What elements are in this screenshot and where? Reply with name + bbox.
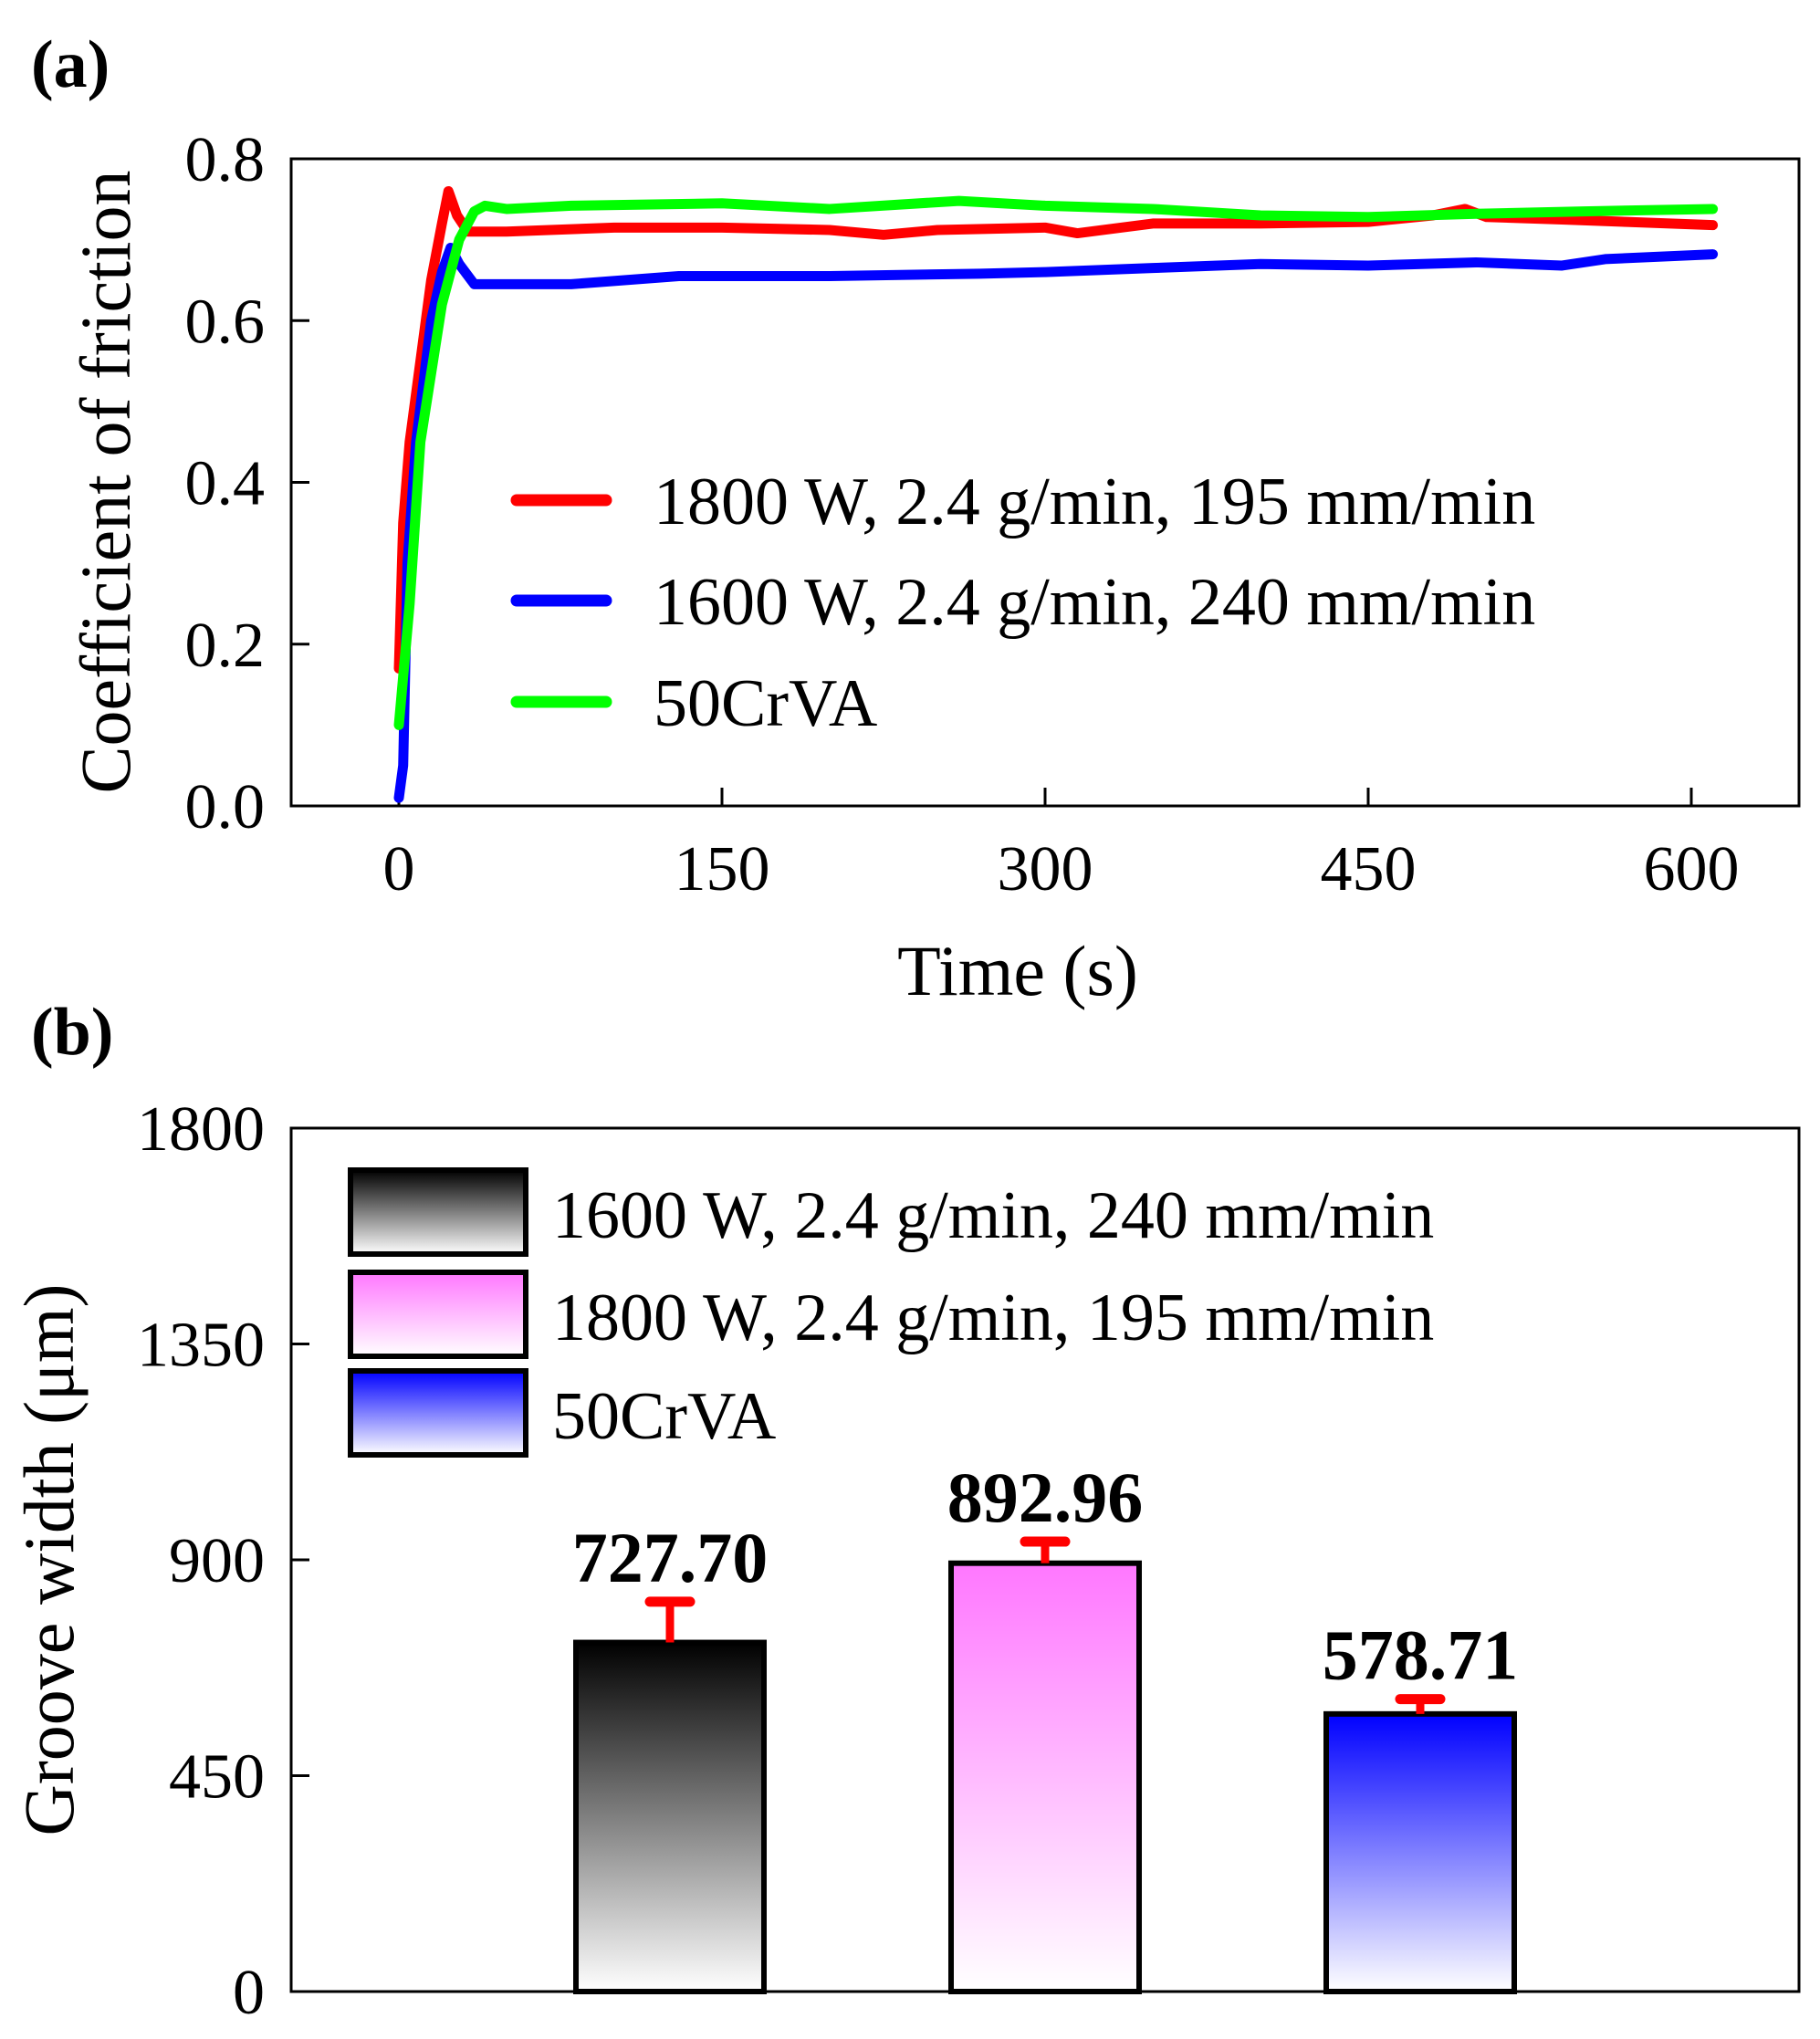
friction-chart: 0 150 300 450 600 0.0 0.2 0.4 0.6 0.8 Time (s) Coef… xyxy=(66,125,1801,1010)
bar-value-label: 892.96 xyxy=(947,1458,1144,1537)
legend-label: 50CrVA xyxy=(654,666,877,741)
panel-b-label: (b) xyxy=(31,995,113,1070)
legend-label: 1800 W, 2.4 g/min, 195 mm/min xyxy=(552,1281,1434,1355)
legend-label: 1600 W, 2.4 g/min, 240 mm/min xyxy=(654,565,1535,640)
y-tick-label: 0.0 xyxy=(185,772,266,842)
series-line xyxy=(393,242,1719,803)
y-axis-title: Groove width (μm) xyxy=(9,1283,89,1835)
y-tick-label: 1350 xyxy=(137,1311,265,1381)
y-tick-label: 0.8 xyxy=(185,125,266,195)
bar xyxy=(573,1639,767,1994)
x-axis-title: Time (s) xyxy=(897,931,1138,1010)
y-tick-label: 0 xyxy=(233,1958,265,2028)
y-tick-label: 450 xyxy=(169,1742,265,1813)
legend-swatch xyxy=(348,1270,528,1359)
x-tick-label: 0 xyxy=(383,834,415,904)
y-axis-title: Coefficient of friction xyxy=(66,171,145,794)
groove-width-chart: 0 450 900 1350 1800 Groove width (μm) 727.70 89… xyxy=(9,1094,1801,2028)
legend-label: 50CrVA xyxy=(552,1379,776,1454)
legend-swatch xyxy=(348,1368,528,1458)
series-line xyxy=(393,195,1719,730)
legend-label: 1600 W, 2.4 g/min, 240 mm/min xyxy=(552,1178,1434,1253)
bar-value-label: 727.70 xyxy=(572,1518,769,1597)
y-tick-label: 1800 xyxy=(137,1094,265,1165)
x-tick-label: 300 xyxy=(998,834,1093,904)
bar xyxy=(948,1560,1142,1995)
y-tick-label: 900 xyxy=(169,1526,265,1596)
x-tick-label: 150 xyxy=(675,834,770,904)
y-tick-label: 0.6 xyxy=(185,287,266,357)
y-tick-label: 0.2 xyxy=(185,611,266,681)
bar xyxy=(1323,1710,1517,1994)
y-tick-label: 0.4 xyxy=(185,449,266,519)
x-tick-label: 450 xyxy=(1321,834,1417,904)
panel-a-label: (a) xyxy=(31,27,110,102)
legend-label: 1800 W, 2.4 g/min, 195 mm/min xyxy=(654,465,1535,539)
bar-value-label: 578.71 xyxy=(1323,1616,1519,1695)
legend-swatch xyxy=(348,1167,528,1257)
x-tick-label: 600 xyxy=(1644,834,1740,904)
